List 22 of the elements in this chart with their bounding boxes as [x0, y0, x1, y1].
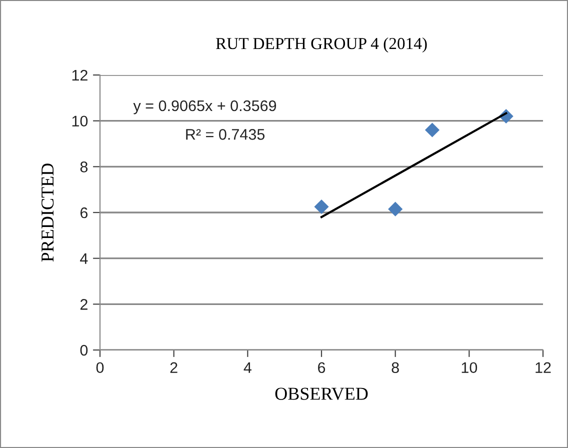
point	[314, 199, 329, 214]
point	[388, 202, 403, 216]
x-tick-label: 2	[170, 362, 178, 373]
x-tick-label: 8	[392, 362, 399, 374]
x-axis-title: OBSERVED	[275, 388, 368, 400]
y-tick-label: 12	[72, 70, 88, 81]
point	[424, 122, 440, 138]
annotation: R² = 0.7435	[186, 129, 265, 140]
chart-title: RUT DEPTH GROUP 4 (2014)	[216, 37, 427, 53]
y-tick-label: 6	[80, 207, 88, 218]
x-tick-label: 10	[462, 362, 478, 374]
x-tick-label: 6	[318, 362, 326, 374]
y-axis-title: PREDICTED	[42, 164, 54, 262]
y-tick-label: 0	[80, 344, 88, 356]
y-tick-label: 4	[80, 253, 88, 264]
y-tick-label: 8	[80, 162, 88, 172]
y-tick-label: 10	[72, 116, 88, 127]
x-tick-label: 12	[536, 362, 551, 373]
annotation: y = 0.9065x + 0.3569	[133, 100, 276, 114]
y-tick-label: 2	[80, 299, 88, 310]
x-tick-label: 0	[96, 362, 104, 374]
x-tick-label: 4	[244, 362, 252, 373]
